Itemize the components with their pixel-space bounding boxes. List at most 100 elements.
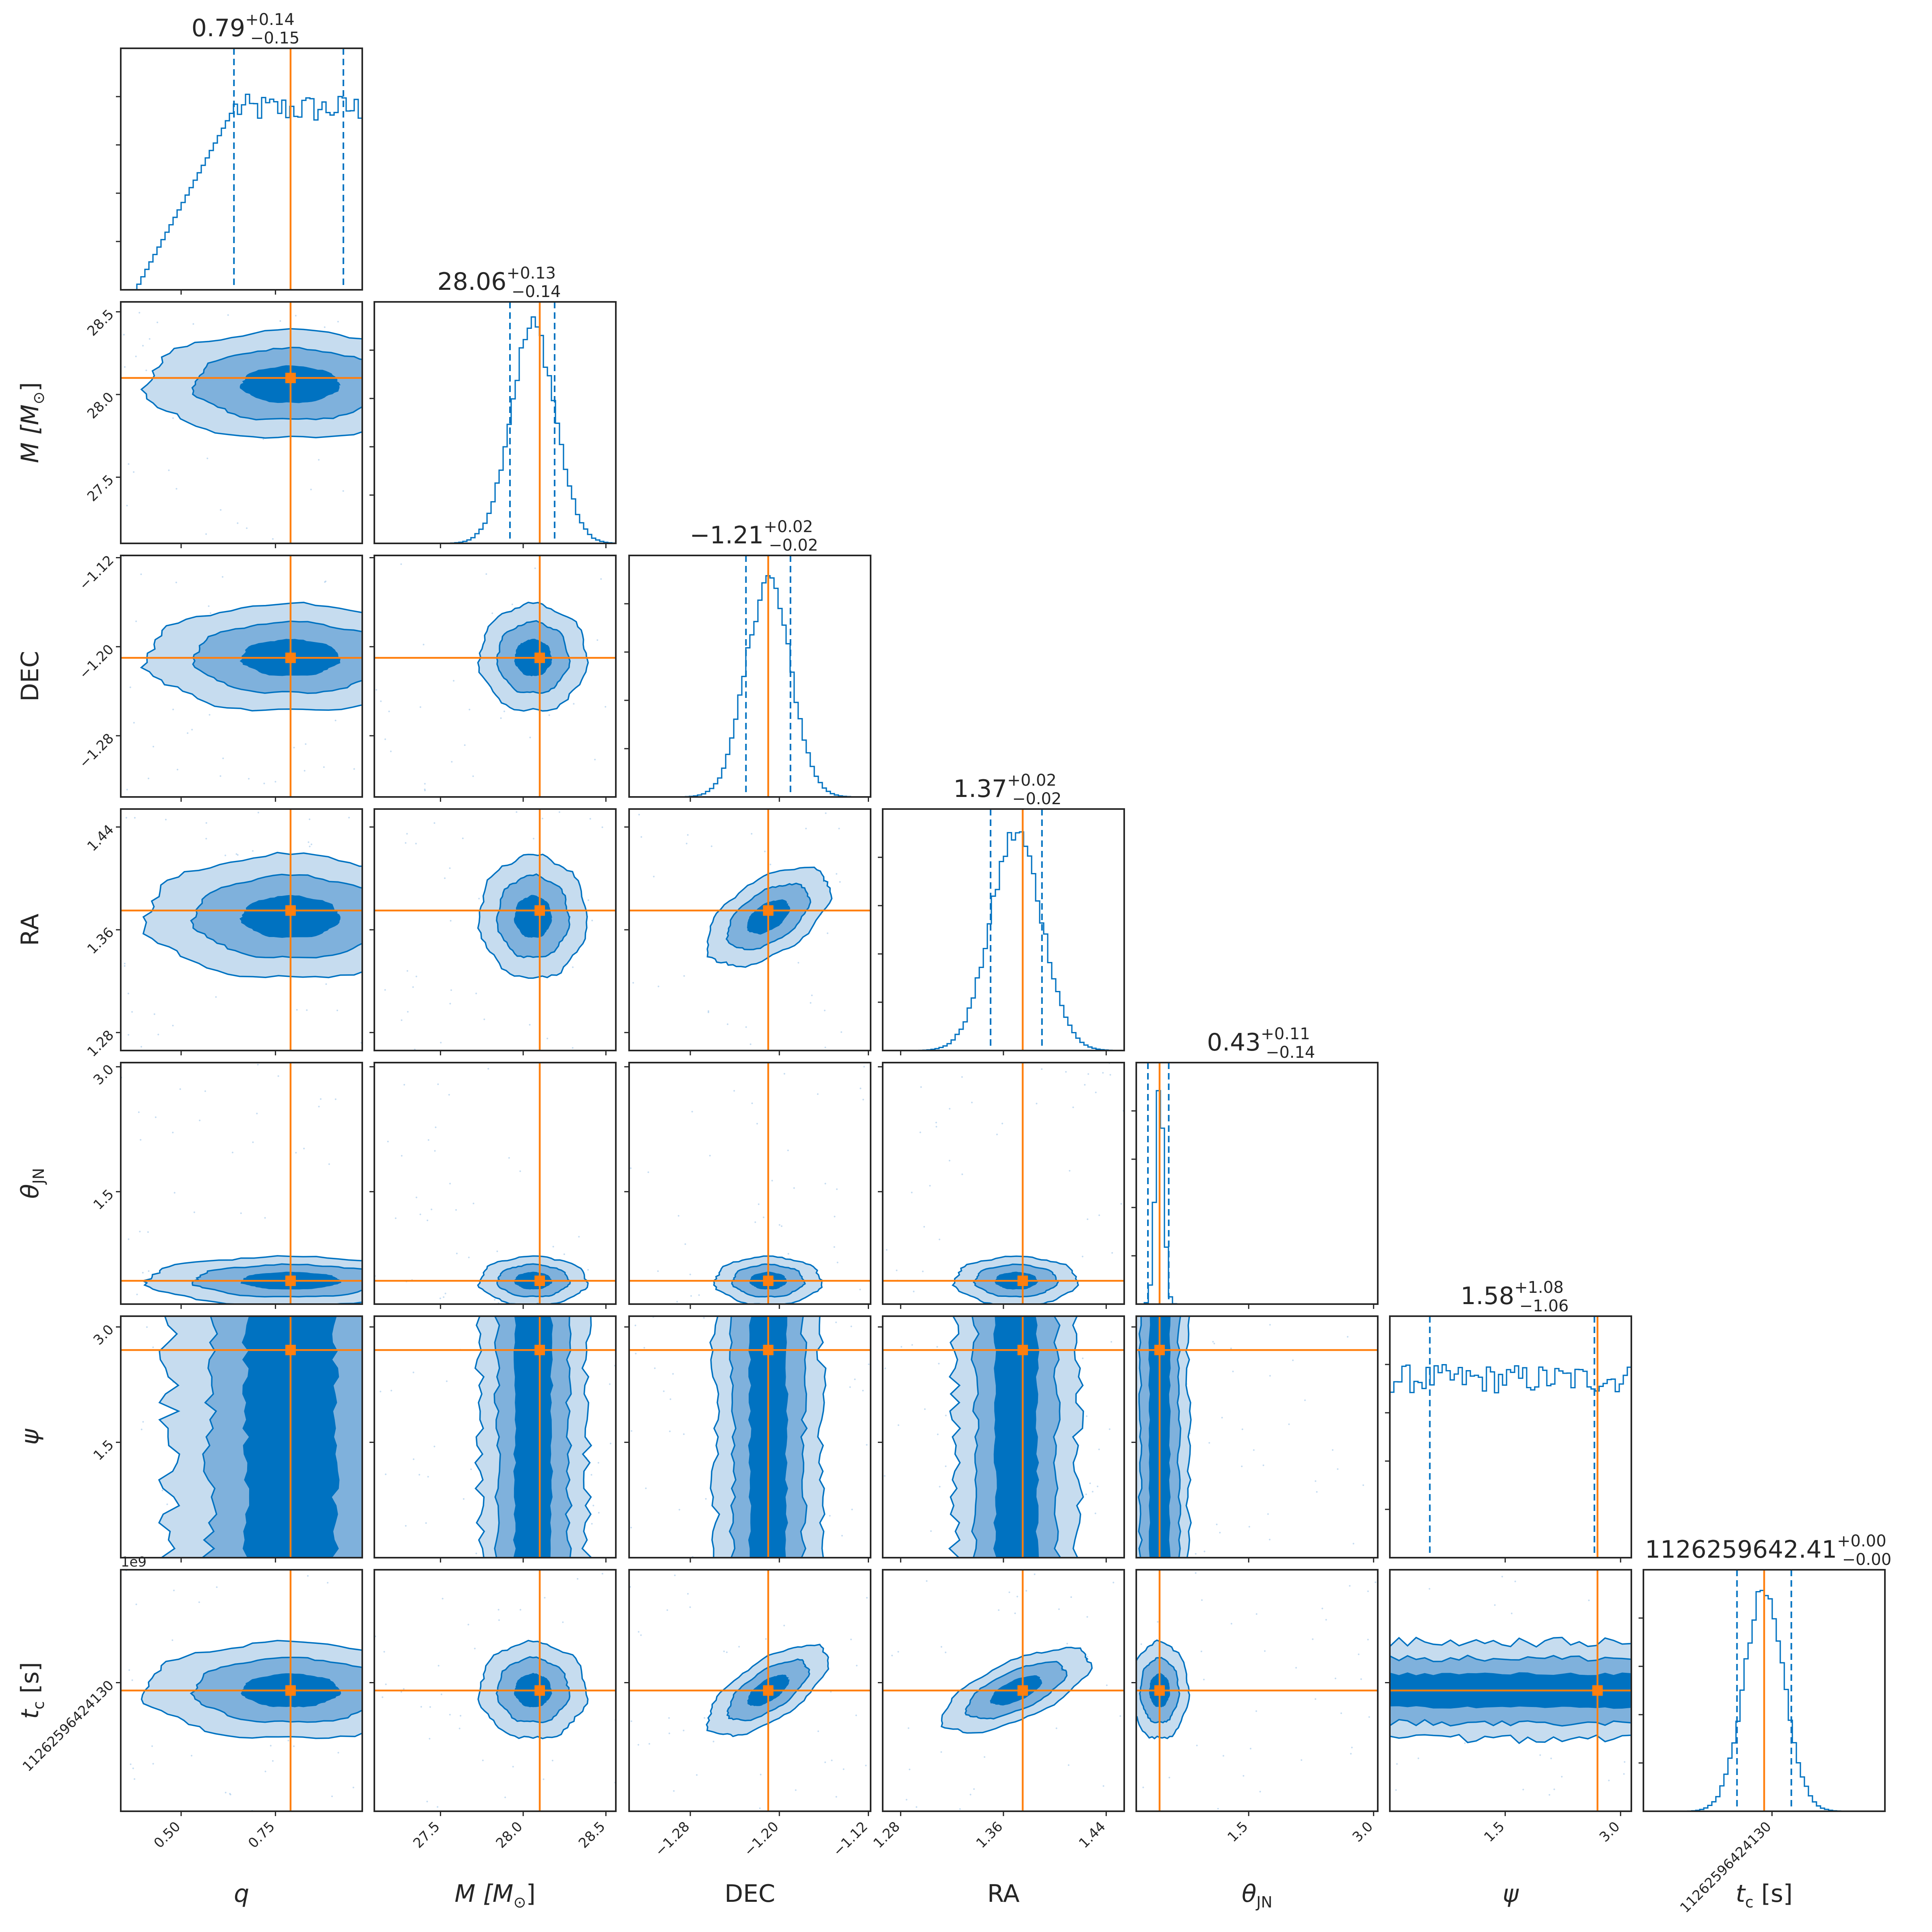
hist-panel-psi: 1.58+1.08 −1.06 [1385,1278,1632,1558]
panel-tc-vs-M [374,1569,617,1812]
ytick-label-DEC-2: −1.12 [76,552,117,593]
xlabel-DEC: DEC [724,1880,775,1908]
truth-marker [285,1685,296,1696]
xtick-label-M-0: 27.5 [410,1818,443,1852]
truth-marker [534,1345,545,1356]
hist-frame-psi [1389,1315,1632,1558]
truth-marker [763,1345,774,1356]
xlabel-RA: RA [987,1880,1020,1908]
title-RA: 1.37+0.02 −0.02 [954,771,1062,808]
panel-DEC-vs-M [374,555,617,798]
panel-frame [120,1315,363,1558]
xtick-label-DEC-0: −1.28 [652,1818,693,1860]
xlabel-M: M [M⊙] [454,1880,535,1911]
truth-marker [534,1276,545,1286]
truth-marker [1592,1685,1603,1696]
truth-marker [763,1685,774,1696]
panel-theta-vs-M [374,1062,617,1305]
hist-panel-DEC: −1.21+0.02 −0.02 [624,518,871,798]
panel-theta-vs-DEC [628,1062,871,1305]
xtick-label-theta-0: 1.5 [1224,1818,1251,1845]
panel-RA-vs-M [374,808,617,1051]
xtick-label-RA-0: 1.28 [870,1818,903,1852]
panel-RA-vs-DEC [628,808,871,1051]
panel-frame [374,555,617,798]
title-DEC: −1.21+0.02 −0.02 [689,518,818,555]
ytick-label-RA-0: 1.28 [84,1027,117,1060]
ytick-label-psi-1: 3.0 [90,1321,117,1348]
ylabel-psi: ψ [16,1428,44,1445]
title-theta: 0.43+0.11 −0.14 [1207,1025,1315,1062]
xlabel-tc: tc [s] [1736,1880,1793,1911]
panel-tc-vs-DEC [628,1569,871,1812]
histogram-theta [1136,1090,1378,1304]
ylabel-theta: θJN [16,1168,47,1199]
truth-marker [285,1276,296,1286]
hist-frame-theta [1135,1062,1379,1305]
ylabel-DEC: DEC [16,651,44,702]
xtick-label-DEC-2: −1.12 [830,1818,871,1860]
ytick-label-M-1: 28.0 [84,389,117,422]
panel-psi-vs-theta [1135,1315,1379,1558]
title-tc: 1126259642.41+0.00 −0.00 [1645,1532,1891,1569]
panel-frame [374,1315,617,1558]
histogram-q [121,93,362,290]
panel-psi-vs-q [120,1315,363,1558]
ytick-label-RA-1: 1.36 [84,925,117,958]
histogram-M [374,316,616,543]
hist-frame-q [120,47,363,291]
panel-psi-vs-M [374,1315,617,1558]
offset-text: 1e9 [121,1554,147,1570]
panel-tc-vs-RA [882,1569,1125,1812]
xtick-label-RA-1: 1.36 [973,1818,1006,1852]
panel-psi-vs-DEC [628,1315,871,1558]
truth-marker [1154,1345,1165,1356]
xtick-label-DEC-1: −1.20 [741,1818,782,1860]
panel-frame [628,1569,871,1812]
hist-frame-DEC [628,555,871,798]
truth-marker [1017,1276,1028,1286]
truth-marker [763,905,774,916]
truth-marker [1017,1345,1028,1356]
title-q: 0.79+0.14 −0.15 [192,10,300,47]
ytick-label-DEC-0: −1.28 [76,730,117,771]
panel-psi-vs-RA [882,1315,1125,1558]
panel-tc-vs-psi [1389,1569,1632,1812]
xtick-label-psi-1: 3.0 [1596,1818,1623,1845]
ytick-label-M-2: 28.5 [84,306,117,339]
panel-tc-vs-theta [1135,1569,1379,1812]
panel-M-vs-q [120,301,363,544]
panel-frame [120,301,363,544]
ylabel-RA: RA [16,914,44,946]
panel-frame [120,1062,363,1305]
xlabel-q: q [234,1880,249,1908]
truth-marker [534,1685,545,1696]
panel-theta-vs-q [120,1062,363,1305]
ytick-label-M-0: 27.5 [84,472,117,505]
panel-frame [1135,1315,1379,1558]
panel-frame [374,1062,617,1305]
histogram-DEC [629,575,871,797]
contour-3 [514,895,552,938]
truth-marker [285,373,296,384]
truth-marker [763,1276,774,1286]
hist-panel-q: 0.79+0.14 −0.15 [116,10,363,291]
panel-theta-vs-RA [882,1062,1125,1305]
ylabel-M: M [M⊙] [16,382,47,463]
panel-frame [374,1569,617,1812]
truth-marker [534,905,545,916]
truth-marker [534,652,545,663]
xtick-label-q-1: 0.75 [245,1818,278,1852]
hist-panel-theta: 0.43+0.11 −0.14 [1131,1025,1379,1305]
panel-tc-vs-q [120,1569,363,1812]
title-M: 28.06+0.13 −0.14 [438,264,561,301]
xlabel-theta: θJN [1242,1880,1272,1911]
panel-frame [628,1062,871,1305]
panel-frame [628,1315,871,1558]
truth-marker [285,1345,296,1356]
panel-DEC-vs-q [120,555,363,798]
histogram-RA [883,831,1124,1051]
contour-3 [993,1316,1040,1558]
ytick-label-theta-0: 1.5 [90,1186,117,1213]
